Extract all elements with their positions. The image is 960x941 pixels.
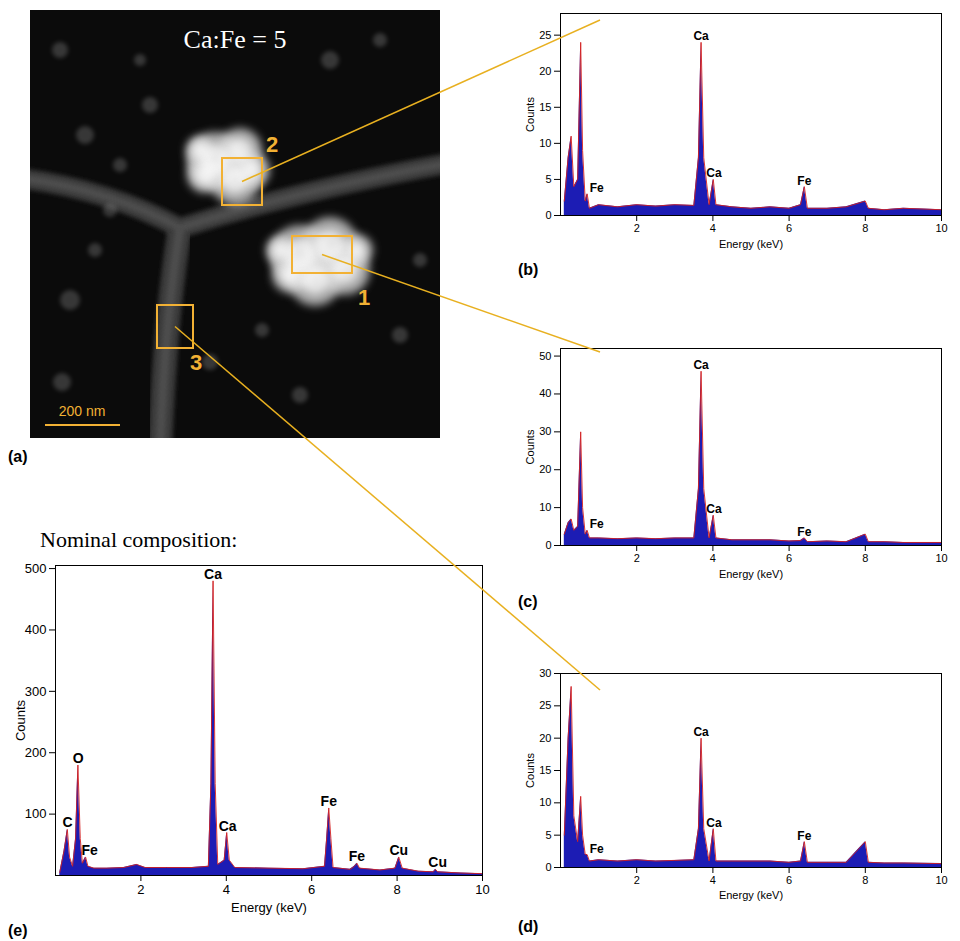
svg-text:Ca: Ca <box>693 725 709 739</box>
svg-text:Energy (keV): Energy (keV) <box>719 238 783 250</box>
svg-text:Fe: Fe <box>349 848 366 864</box>
svg-text:Counts: Counts <box>13 699 28 741</box>
svg-text:6: 6 <box>786 552 792 564</box>
svg-text:(d): (d) <box>518 918 538 935</box>
svg-text:400: 400 <box>25 622 47 637</box>
svg-text:Cu: Cu <box>428 854 447 870</box>
svg-text:Ca: Ca <box>706 166 722 180</box>
svg-text:10: 10 <box>935 222 947 234</box>
svg-text:(b): (b) <box>518 261 538 278</box>
svg-text:0: 0 <box>545 539 551 551</box>
svg-text:Ca: Ca <box>706 502 722 516</box>
svg-text:C: C <box>62 814 72 830</box>
svg-text:Counts: Counts <box>524 429 536 464</box>
svg-text:2: 2 <box>137 882 144 897</box>
svg-text:Ca: Ca <box>219 818 237 834</box>
svg-text:2: 2 <box>634 222 640 234</box>
svg-text:20: 20 <box>539 65 551 77</box>
svg-text:4: 4 <box>710 874 716 886</box>
svg-text:8: 8 <box>862 222 868 234</box>
svg-text:Fe: Fe <box>797 174 811 188</box>
svg-text:500: 500 <box>25 561 47 576</box>
svg-text:100: 100 <box>25 806 47 821</box>
svg-text:2: 2 <box>634 874 640 886</box>
svg-text:8: 8 <box>862 874 868 886</box>
svg-text:25: 25 <box>539 699 551 711</box>
svg-text:0: 0 <box>545 861 551 873</box>
svg-text:Fe: Fe <box>321 793 338 809</box>
svg-text:Ca:Fe = 5: Ca:Fe = 5 <box>184 25 287 54</box>
svg-text:6: 6 <box>786 874 792 886</box>
svg-text:20: 20 <box>539 732 551 744</box>
svg-text:10: 10 <box>539 796 551 808</box>
svg-text:50: 50 <box>539 350 551 362</box>
svg-text:2: 2 <box>634 552 640 564</box>
svg-text:2: 2 <box>266 132 278 157</box>
svg-text:Ca: Ca <box>204 566 222 582</box>
svg-text:20: 20 <box>539 463 551 475</box>
svg-text:10: 10 <box>539 137 551 149</box>
svg-text:30: 30 <box>539 667 551 679</box>
svg-text:0: 0 <box>545 209 551 221</box>
svg-text:8: 8 <box>862 552 868 564</box>
svg-text:Fe: Fe <box>81 842 98 858</box>
svg-text:Fe: Fe <box>797 525 811 539</box>
svg-text:O: O <box>73 750 84 766</box>
svg-text:Cu: Cu <box>389 842 408 858</box>
svg-text:Counts: Counts <box>524 97 536 132</box>
svg-text:15: 15 <box>539 101 551 113</box>
svg-text:3: 3 <box>190 350 202 375</box>
svg-text:30: 30 <box>539 425 551 437</box>
svg-text:1: 1 <box>358 285 370 310</box>
svg-text:40: 40 <box>539 387 551 399</box>
svg-text:6: 6 <box>308 882 315 897</box>
svg-text:Fe: Fe <box>590 181 604 195</box>
svg-text:200 nm: 200 nm <box>59 403 106 419</box>
svg-text:300: 300 <box>25 684 47 699</box>
svg-text:Fe: Fe <box>590 842 604 856</box>
svg-text:25: 25 <box>539 29 551 41</box>
svg-text:15: 15 <box>539 764 551 776</box>
svg-text:Fe: Fe <box>797 829 811 843</box>
svg-text:Ca: Ca <box>693 358 709 372</box>
svg-text:Energy (keV): Energy (keV) <box>231 900 307 915</box>
svg-text:(e): (e) <box>8 922 28 939</box>
svg-text:6: 6 <box>786 222 792 234</box>
svg-text:10: 10 <box>935 552 947 564</box>
svg-text:5: 5 <box>545 173 551 185</box>
svg-text:10: 10 <box>475 882 489 897</box>
svg-text:Energy (keV): Energy (keV) <box>719 568 783 580</box>
html-text:Nominal composition:: Nominal composition: <box>40 527 238 552</box>
svg-text:Energy (keV): Energy (keV) <box>719 889 783 901</box>
svg-text:10: 10 <box>935 874 947 886</box>
svg-text:Counts: Counts <box>524 753 536 788</box>
svg-text:Fe: Fe <box>590 517 604 531</box>
svg-text:(c): (c) <box>518 593 538 610</box>
svg-text:10: 10 <box>539 501 551 513</box>
svg-text:8: 8 <box>393 882 400 897</box>
svg-text:Ca: Ca <box>693 29 709 43</box>
svg-text:200: 200 <box>25 745 47 760</box>
svg-text:Ca: Ca <box>706 816 722 830</box>
svg-text:(a): (a) <box>8 448 28 465</box>
svg-text:4: 4 <box>710 552 716 564</box>
svg-text:4: 4 <box>223 882 230 897</box>
svg-text:5: 5 <box>545 829 551 841</box>
svg-text:4: 4 <box>710 222 716 234</box>
